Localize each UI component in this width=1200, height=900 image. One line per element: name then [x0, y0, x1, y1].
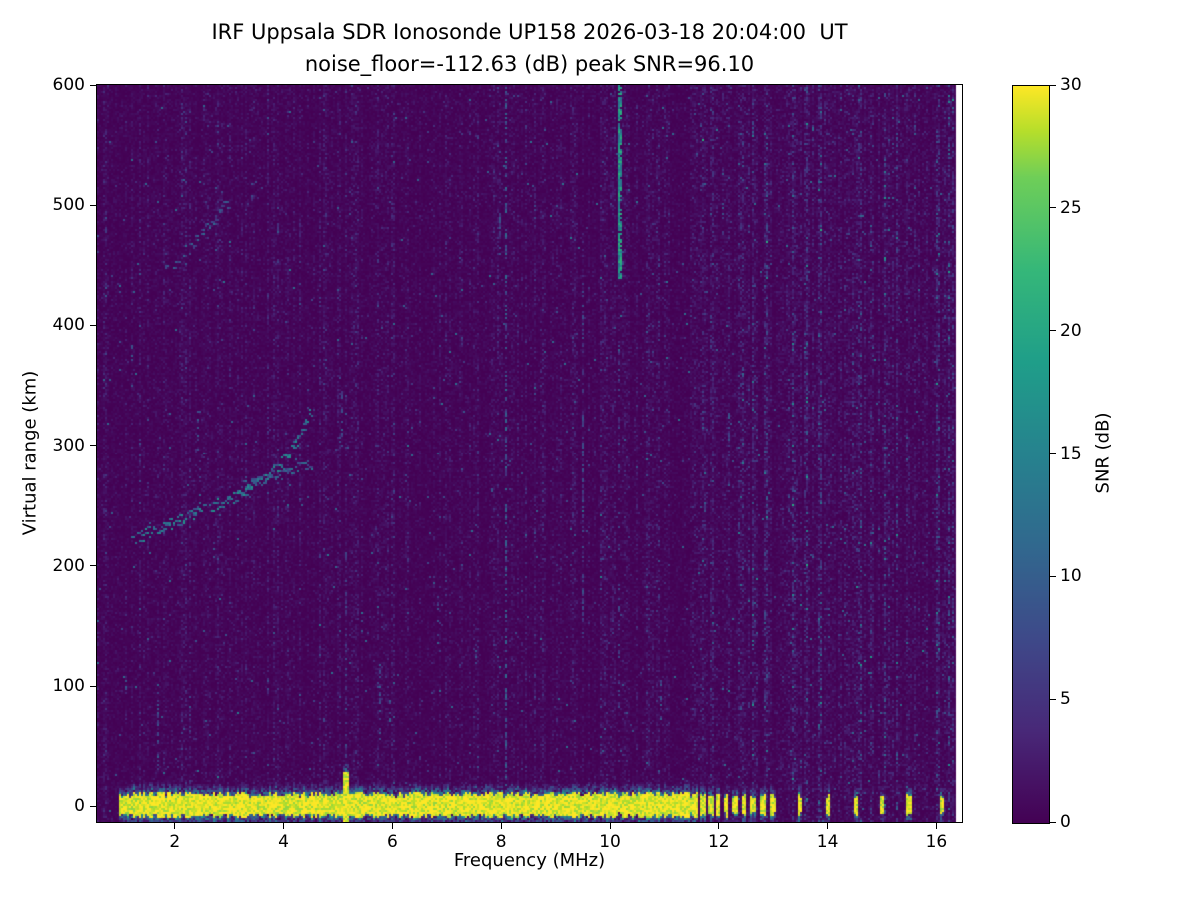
x-tick-label: 6	[386, 832, 398, 852]
x-tick-label: 12	[707, 832, 730, 852]
y-tick-mark	[90, 565, 97, 567]
y-tick-label: 400	[52, 315, 85, 336]
colorbar-tick-mark	[1050, 207, 1056, 209]
y-tick-mark	[90, 805, 97, 807]
chart-subtitle: noise_floor=-112.63 (dB) peak SNR=96.10	[304, 52, 755, 76]
y-tick-label: 200	[52, 555, 85, 576]
x-tick-label: 16	[925, 832, 948, 852]
y-tick-label: 300	[52, 435, 85, 456]
y-tick-mark	[90, 204, 97, 206]
colorbar-tick-label: 10	[1060, 566, 1082, 587]
ionogram-heatmap	[97, 85, 962, 822]
chart-title-block: IRF Uppsala SDR Ionosonde UP158 2026-03-…	[97, 16, 962, 80]
x-tick-label: 14	[816, 832, 839, 852]
y-tick-mark	[90, 445, 97, 447]
colorbar-tick-label: 15	[1060, 443, 1082, 464]
y-tick-mark	[90, 324, 97, 326]
chart-title: IRF Uppsala SDR Ionosonde UP158 2026-03-…	[211, 20, 848, 44]
x-tick-label: 4	[278, 832, 289, 852]
colorbar-label: SNR (dB)	[1092, 412, 1114, 494]
x-tick-mark	[609, 822, 611, 829]
colorbar-tick-mark	[1050, 698, 1056, 700]
colorbar-tick-mark	[1050, 821, 1056, 823]
x-tick-mark	[827, 822, 829, 829]
x-axis-label: Frequency (MHz)	[453, 850, 606, 871]
y-tick-label: 500	[52, 195, 85, 216]
colorbar-tick-label: 0	[1060, 812, 1071, 832]
y-tick-label: 0	[74, 796, 85, 817]
colorbar-tick-mark	[1050, 575, 1056, 577]
colorbar-tick-mark	[1050, 84, 1056, 86]
x-tick-mark	[718, 822, 720, 829]
x-tick-mark	[174, 822, 176, 829]
colorbar	[1012, 85, 1050, 824]
colorbar-tick-mark	[1050, 330, 1056, 332]
x-tick-mark	[283, 822, 285, 829]
y-axis-label: Virtual range (km)	[19, 370, 41, 536]
colorbar-tick-label: 5	[1060, 689, 1071, 710]
y-tick-label: 100	[52, 676, 85, 697]
x-tick-mark	[500, 822, 502, 829]
x-tick-label: 2	[169, 832, 181, 852]
y-tick-label: 600	[52, 75, 85, 95]
colorbar-tick-label: 30	[1060, 75, 1082, 95]
x-tick-mark	[391, 822, 393, 829]
colorbar-tick-label: 20	[1060, 320, 1082, 341]
colorbar-tick-mark	[1050, 453, 1056, 454]
x-tick-mark	[935, 822, 937, 829]
y-tick-mark	[90, 685, 97, 687]
x-tick-label: 10	[599, 832, 621, 852]
x-tick-label: 8	[495, 832, 507, 852]
y-tick-mark	[90, 84, 97, 86]
colorbar-tick-label: 25	[1060, 197, 1082, 218]
